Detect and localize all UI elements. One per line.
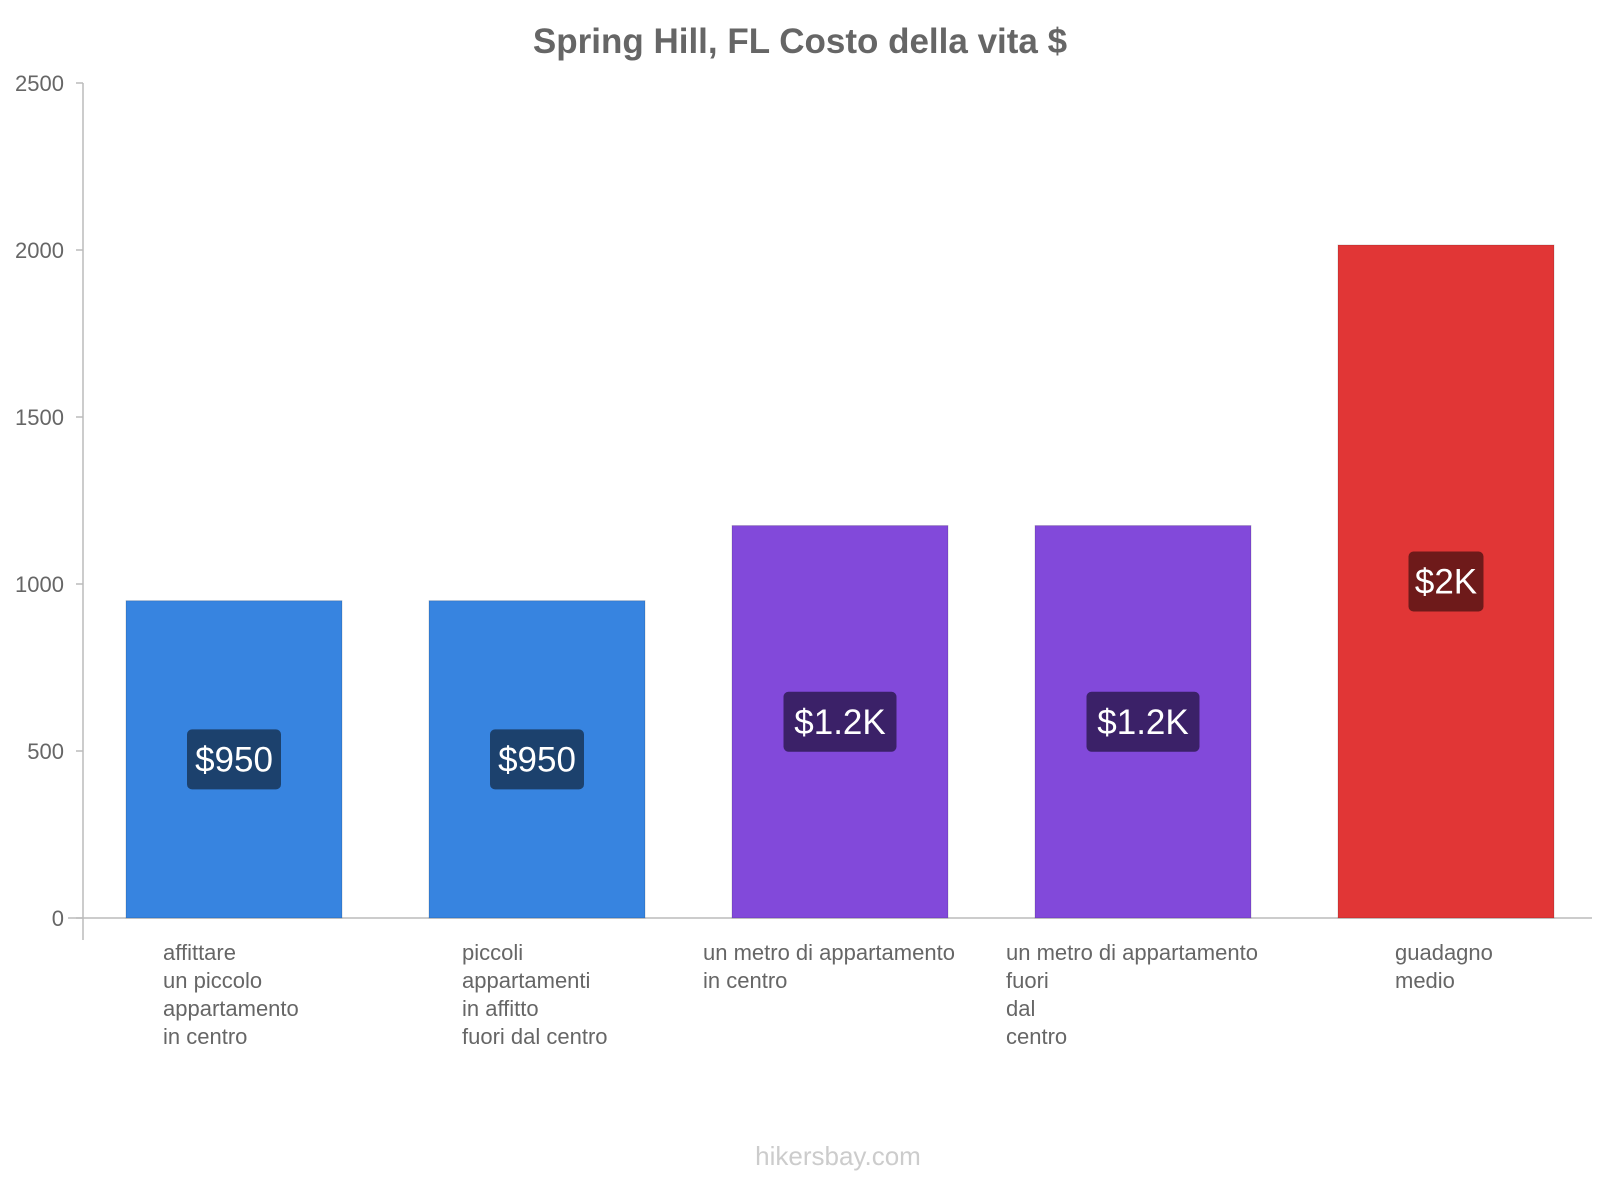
value-labels: $950 $950 $1.2K $1.2K $2K	[187, 551, 1484, 790]
y-tick-label: 1000	[15, 572, 64, 597]
value-label-box	[187, 729, 281, 790]
value-label-box	[490, 729, 584, 790]
category-label: un piccolo	[163, 968, 262, 993]
y-tick-label: 2500	[15, 71, 64, 96]
x-axis-labels: affittare un piccolo appartamento in centro…	[163, 940, 1493, 1049]
value-label: $950	[195, 740, 273, 779]
category-label: in centro	[703, 968, 787, 993]
value-label: $1.2K	[1097, 703, 1188, 742]
category-label: fuori	[1006, 968, 1049, 993]
category-label: affittare	[163, 940, 236, 965]
category-label: fuori dal centro	[462, 1024, 608, 1049]
category-label: medio	[1395, 968, 1455, 993]
y-tick-label: 0	[52, 906, 64, 931]
value-label-box	[783, 691, 897, 752]
category-label: guadagno	[1395, 940, 1493, 965]
category-label: in affitto	[462, 996, 539, 1021]
category-label: un metro di appartamento	[703, 940, 955, 965]
value-label: $950	[498, 740, 576, 779]
y-tick-label: 1500	[15, 405, 64, 430]
value-label-box	[1408, 551, 1484, 612]
bars	[125, 244, 1555, 919]
chart-title: Spring Hill, FL Costo della vita $	[533, 22, 1067, 61]
y-tick-label: 500	[27, 739, 64, 764]
y-tick-label: 2000	[15, 238, 64, 263]
category-label: dal	[1006, 996, 1035, 1021]
value-label: $2K	[1415, 562, 1477, 601]
category-label: appartamento	[163, 996, 299, 1021]
category-label: piccoli	[462, 940, 523, 965]
watermark: hikersbay.com	[755, 1141, 921, 1171]
value-label-box	[1086, 691, 1200, 752]
category-label: centro	[1006, 1024, 1067, 1049]
category-label: un metro di appartamento	[1006, 940, 1258, 965]
category-label: appartamenti	[462, 968, 590, 993]
category-label: in centro	[163, 1024, 247, 1049]
value-label: $1.2K	[794, 703, 885, 742]
